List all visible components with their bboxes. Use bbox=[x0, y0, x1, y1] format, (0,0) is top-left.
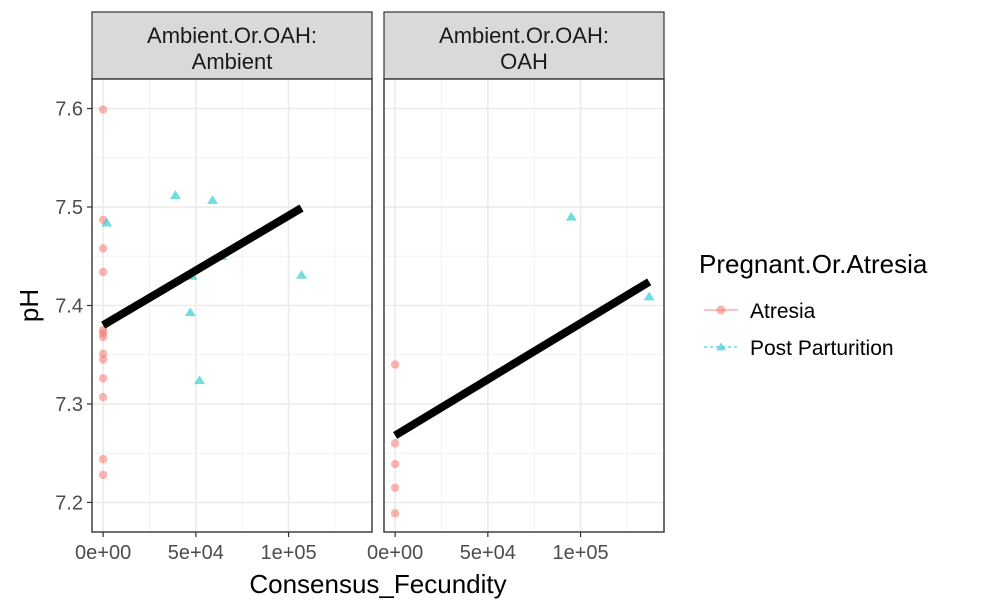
data-point-circle bbox=[98, 454, 108, 464]
y-tick-label: 7.2 bbox=[55, 492, 83, 514]
facet-strip bbox=[91, 11, 373, 80]
legend-key-circle bbox=[716, 305, 726, 315]
data-point-circle bbox=[98, 332, 108, 342]
y-axis-title: pH bbox=[14, 289, 44, 322]
data-point-circle bbox=[98, 244, 108, 253]
x-tick-label: 1e+05 bbox=[552, 542, 608, 564]
data-point-circle bbox=[390, 360, 400, 369]
data-point-circle bbox=[390, 509, 400, 518]
data-point-triangle bbox=[101, 217, 113, 227]
data-point-circle bbox=[390, 483, 400, 492]
plot-panel-border bbox=[383, 78, 665, 533]
data-point-circle bbox=[98, 349, 108, 358]
y-tick-label: 7.6 bbox=[55, 99, 83, 121]
legend-label: Atresia bbox=[750, 300, 816, 323]
data-point-circle bbox=[390, 439, 400, 448]
facet-strip-label-line2: Ambient bbox=[192, 49, 273, 74]
data-point-triangle bbox=[194, 375, 206, 385]
facet-strip-label-line1: Ambient.Or.OAH: bbox=[147, 23, 317, 48]
legend-key-triangle bbox=[716, 342, 726, 351]
data-point-triangle bbox=[565, 211, 577, 221]
y-tick-label: 7.3 bbox=[55, 394, 83, 416]
y-tick-label: 7.4 bbox=[55, 296, 83, 318]
data-point-triangle bbox=[207, 195, 219, 204]
x-tick-label: 0e+00 bbox=[75, 542, 131, 564]
x-tick-label: 5e+04 bbox=[460, 542, 516, 564]
data-point-circle bbox=[98, 355, 108, 364]
facet-strip-label-line1: Ambient.Or.OAH: bbox=[439, 23, 609, 48]
legend-title: Pregnant.Or.Atresia bbox=[699, 249, 928, 279]
regression-line bbox=[101, 204, 304, 329]
facet-strip-label-line2: OAH bbox=[500, 49, 548, 74]
x-axis-title: Consensus_Fecundity bbox=[249, 569, 506, 599]
data-point-triangle bbox=[643, 291, 655, 301]
data-point-circle bbox=[98, 105, 108, 114]
data-point-circle bbox=[98, 374, 108, 383]
data-point-triangle bbox=[296, 269, 308, 279]
data-point-circle bbox=[390, 459, 400, 469]
x-tick-label: 5e+04 bbox=[168, 542, 224, 564]
facet-strip bbox=[383, 11, 665, 80]
data-point-circle bbox=[98, 392, 108, 402]
data-point-triangle bbox=[169, 190, 181, 199]
data-point-triangle bbox=[184, 307, 196, 317]
data-point-circle bbox=[98, 267, 108, 277]
x-tick-label: 1e+05 bbox=[260, 542, 316, 564]
data-point-circle bbox=[98, 470, 108, 480]
regression-line bbox=[393, 278, 652, 439]
legend-label: Post Parturition bbox=[750, 337, 894, 360]
x-tick-label: 0e+00 bbox=[367, 542, 423, 564]
y-tick-label: 7.5 bbox=[55, 197, 83, 219]
